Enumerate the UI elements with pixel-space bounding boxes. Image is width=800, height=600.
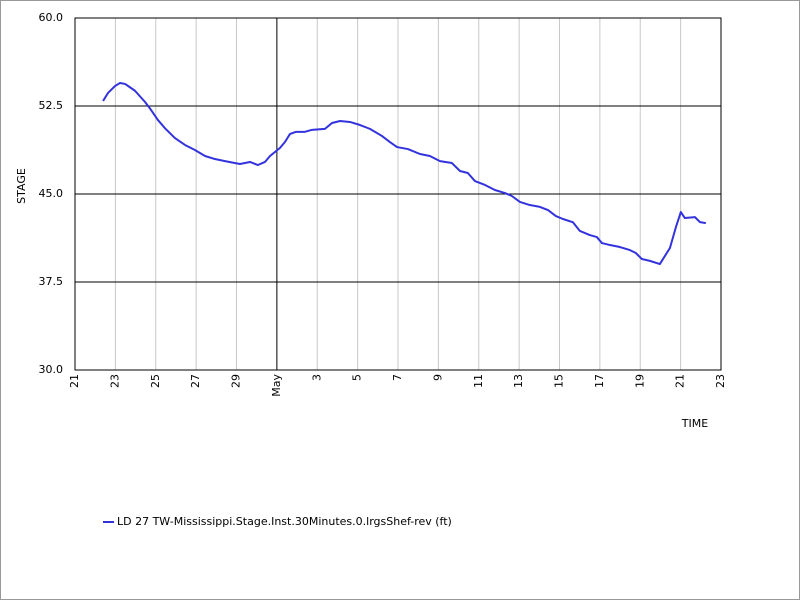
x-tick-label: 3: [310, 374, 323, 381]
x-tick-label: 9: [431, 374, 444, 381]
plot-border: [74, 17, 722, 371]
x-tick-label: May: [270, 374, 283, 397]
y-tick-label: 30.0: [39, 363, 64, 376]
x-axis-title: TIME: [681, 417, 708, 430]
y-tick-label: 52.5: [39, 99, 64, 112]
x-tick-label: 13: [512, 374, 525, 388]
x-tick-label: 5: [351, 374, 364, 381]
y-tick-label: 60.0: [39, 11, 64, 24]
x-tick-label: 15: [553, 374, 566, 388]
data-line: [102, 82, 707, 266]
x-tick-label: 11: [472, 374, 485, 388]
x-tick-label: 23: [714, 374, 727, 388]
x-tick-label: 27: [189, 374, 202, 388]
x-tick-label: 19: [633, 374, 646, 388]
y-tick-label: 37.5: [39, 275, 64, 288]
x-tick-label: 23: [108, 374, 121, 388]
x-tick-label: 17: [593, 374, 606, 388]
y-axis-title: STAGE: [15, 168, 28, 204]
x-tick-label: 7: [391, 374, 404, 381]
x-tick-label: 25: [149, 374, 162, 388]
x-tick-label: 21: [68, 374, 81, 388]
y-tick-label: 45.0: [39, 187, 64, 200]
x-tick-label: 21: [674, 374, 687, 388]
x-tick-label: 29: [230, 374, 243, 388]
legend-label: LD 27 TW-Mississippi.Stage.Inst.30Minute…: [117, 515, 452, 528]
